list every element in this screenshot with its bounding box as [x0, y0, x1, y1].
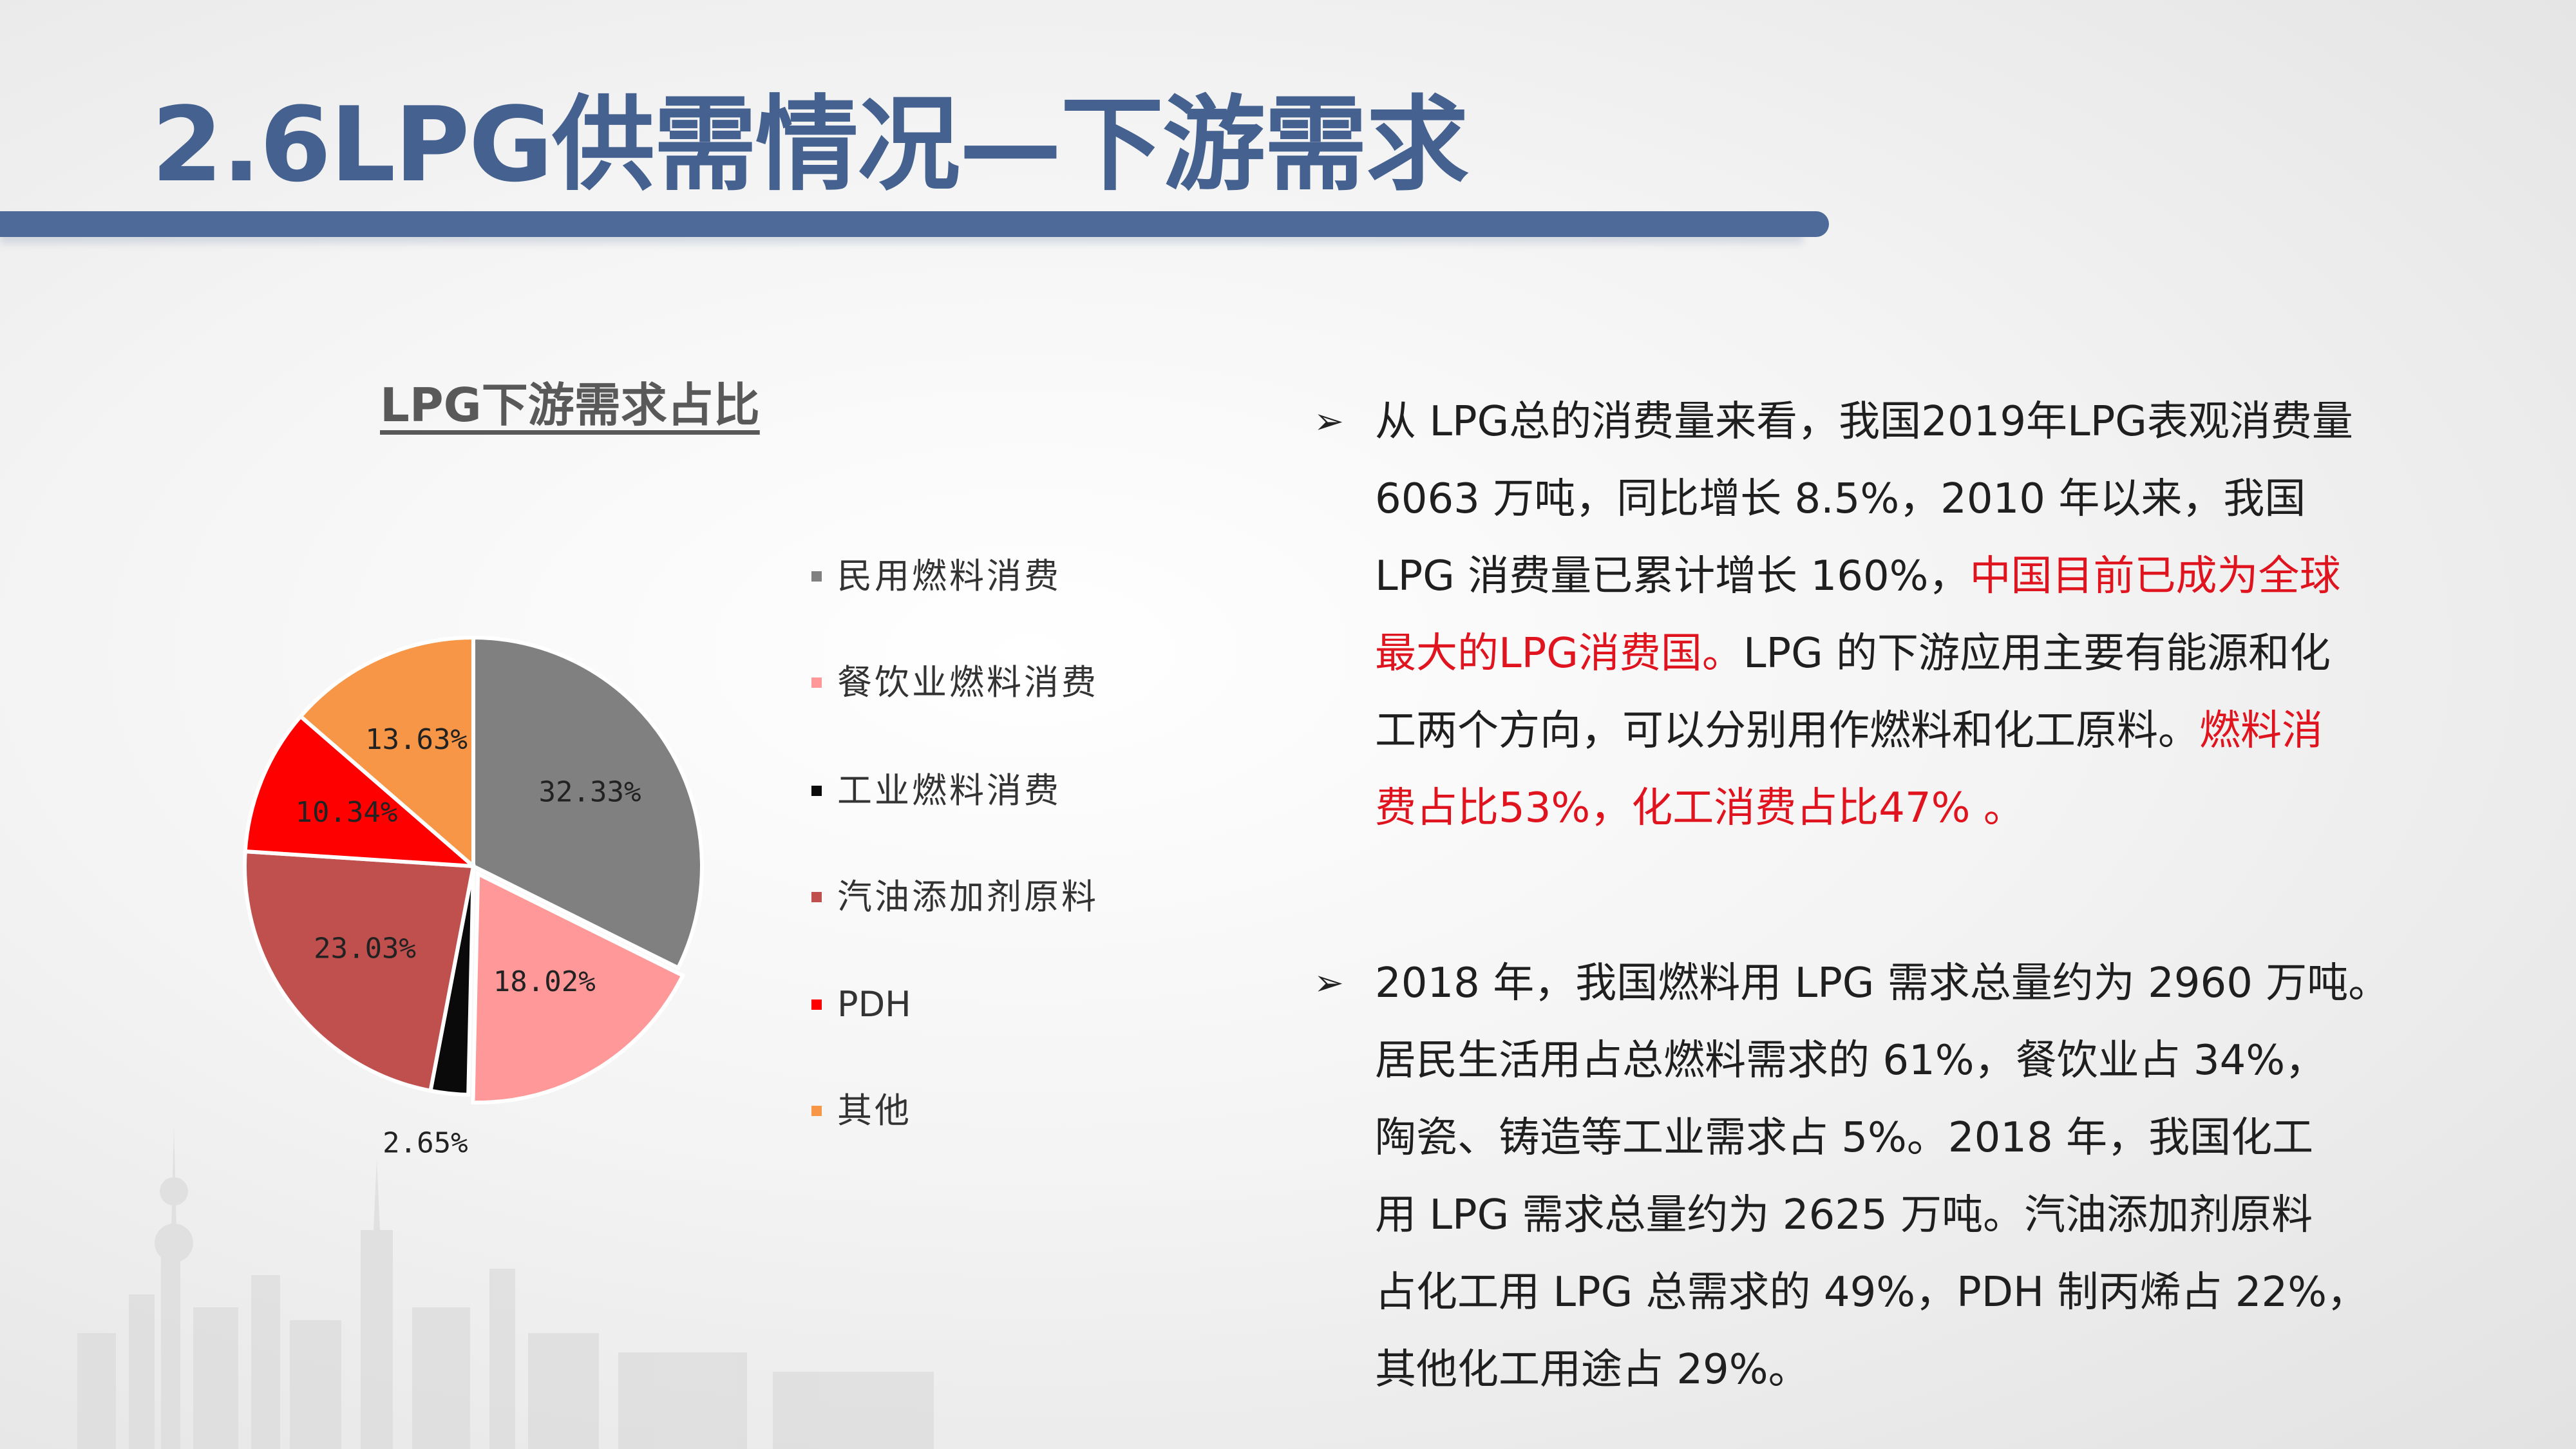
pie-slice	[471, 635, 704, 971]
bullet-consumption-overview: ➢ 从 LPG总的消费量来看，我国2019年LPG表观消费量 6063 万吨，同…	[1314, 383, 2537, 847]
bullet-arrow-icon: ➢	[1314, 962, 1344, 1004]
legend-item-gasoline-additive: 汽油添加剂原料	[811, 871, 1108, 923]
pie-slice	[298, 635, 475, 871]
legend-item-catering: 餐饮业燃料消费	[811, 657, 1108, 708]
legend-swatch	[811, 1106, 822, 1116]
bullet-2018-demand: ➢ 2018 年，我国燃料用 LPG 需求总量约为 2960 万吨。 居民生活用…	[1314, 945, 2537, 1408]
pie-slice-label: 23.03%	[314, 932, 416, 965]
legend-label: 工业燃料消费	[837, 770, 1061, 811]
title-underline-bar	[0, 211, 1829, 237]
legend-item-residential: 民用燃料消费	[811, 551, 1108, 602]
bullet-arrow-icon: ➢	[1314, 401, 1344, 442]
legend-label: 汽油添加剂原料	[837, 876, 1099, 917]
background-skyline-decoration	[77, 1127, 934, 1449]
bullet-highlight: 中国目前已成为全球 最大的LPG消费国。	[1375, 553, 2341, 677]
bullet-text: 2018 年，我国燃料用 LPG 需求总量约为 2960 万吨。 居民生活用占总…	[1375, 960, 2390, 1394]
legend-swatch	[811, 571, 822, 582]
legend-swatch	[811, 677, 822, 688]
bullet-text: 从 LPG总的消费量来看，我国2019年LPG表观消费量 6063 万吨，同比增…	[1375, 383, 2353, 847]
pie-slice	[471, 871, 686, 1104]
pie-slice-label: 13.63%	[365, 723, 468, 756]
legend-label: 民用燃料消费	[837, 556, 1061, 596]
legend-swatch	[811, 786, 822, 796]
legend-swatch	[811, 892, 822, 902]
bullet-highlight: 燃料消 费占比53%，化工消费占比47% 。	[1375, 707, 2323, 832]
pie-slice-label: 32.33%	[539, 776, 641, 809]
pie-slice	[243, 849, 476, 1094]
pie-slice	[243, 714, 479, 869]
page-title: 2.6LPG供需情况—下游需求	[151, 84, 1469, 205]
legend-label: PDH	[837, 984, 911, 1025]
pie-slice-label: 10.34%	[295, 796, 397, 829]
legend-label: 餐饮业燃料消费	[837, 662, 1099, 703]
pie-slice-label: 2.65%	[383, 1127, 468, 1160]
pie-chart: 32.33% 18.02% 2.65% 23.03% 10.34% 13.63%	[243, 635, 704, 1160]
bullet-text-part: LPG 的下游应用主要有能源和化 工两个方向，可以分别用作燃料和化工原料。	[1375, 630, 2331, 755]
pie-slice-label: 18.02%	[493, 965, 596, 998]
bullet-text-part: 从 LPG总的消费量来看，我国2019年LPG表观消费量 6063 万吨，同比增…	[1375, 398, 2353, 600]
legend-swatch	[811, 999, 822, 1010]
legend-label: 其他	[837, 1090, 912, 1131]
legend-item-other: 其他	[811, 1085, 1108, 1137]
chart-title: LPG下游需求占比	[380, 378, 760, 432]
legend-item-industrial: 工业燃料消费	[811, 765, 1108, 817]
legend-item-pdh: PDH	[811, 979, 1108, 1030]
